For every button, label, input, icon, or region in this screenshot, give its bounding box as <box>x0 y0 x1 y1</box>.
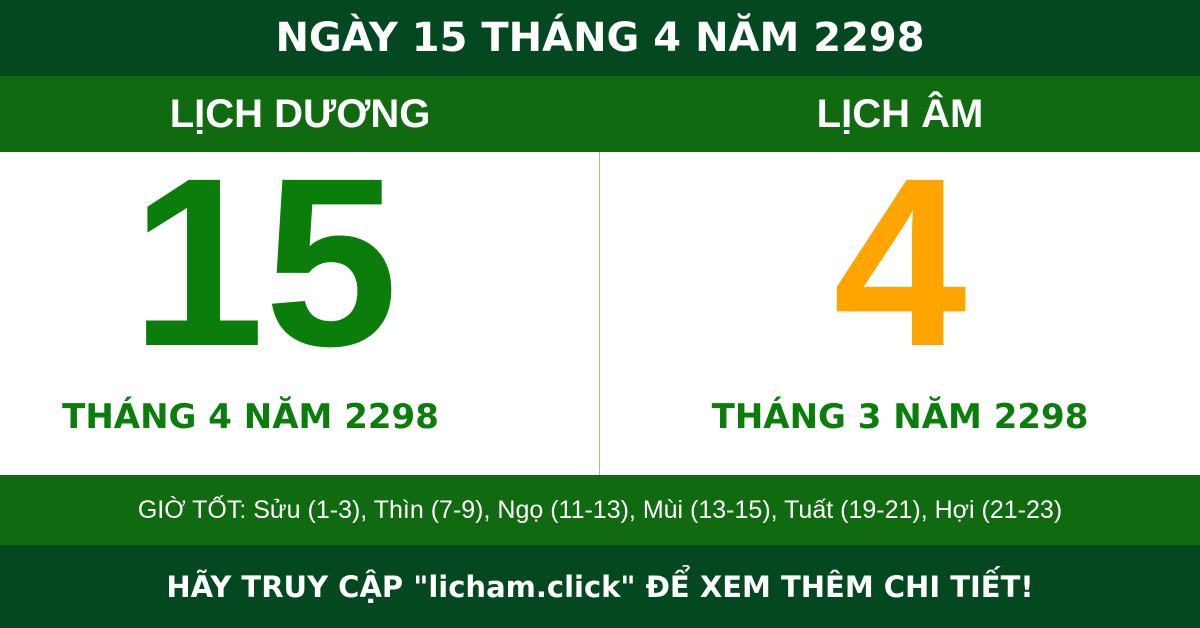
lunar-day: 4 <box>833 128 967 396</box>
lunar-column: 4 THÁNG 3 NĂM 2298 <box>600 128 1200 475</box>
solar-day: 15 <box>131 128 398 396</box>
calendar-body: 15 THÁNG 4 NĂM 2298 4 THÁNG 3 NĂM 2298 <box>0 128 1200 475</box>
solar-column: 15 THÁNG 4 NĂM 2298 <box>0 128 600 475</box>
good-hours: GIỜ TỐT: Sửu (1-3), Thìn (7-9), Ngọ (11-… <box>0 475 1200 545</box>
page-title: NGÀY 15 THÁNG 4 NĂM 2298 <box>0 0 1200 76</box>
lunar-heading: LỊCH ÂM <box>816 92 984 136</box>
solar-month-year: THÁNG 4 NĂM 2298 <box>62 397 439 437</box>
lunar-month-year: THÁNG 3 NĂM 2298 <box>711 397 1089 437</box>
footer-cta: HÃY TRUY CẬP "licham.click" ĐỂ XEM THÊM … <box>0 545 1200 628</box>
calendar-headings: LỊCH DƯƠNG LỊCH ÂM <box>0 76 1200 152</box>
solar-heading: LỊCH DƯƠNG <box>169 92 431 136</box>
